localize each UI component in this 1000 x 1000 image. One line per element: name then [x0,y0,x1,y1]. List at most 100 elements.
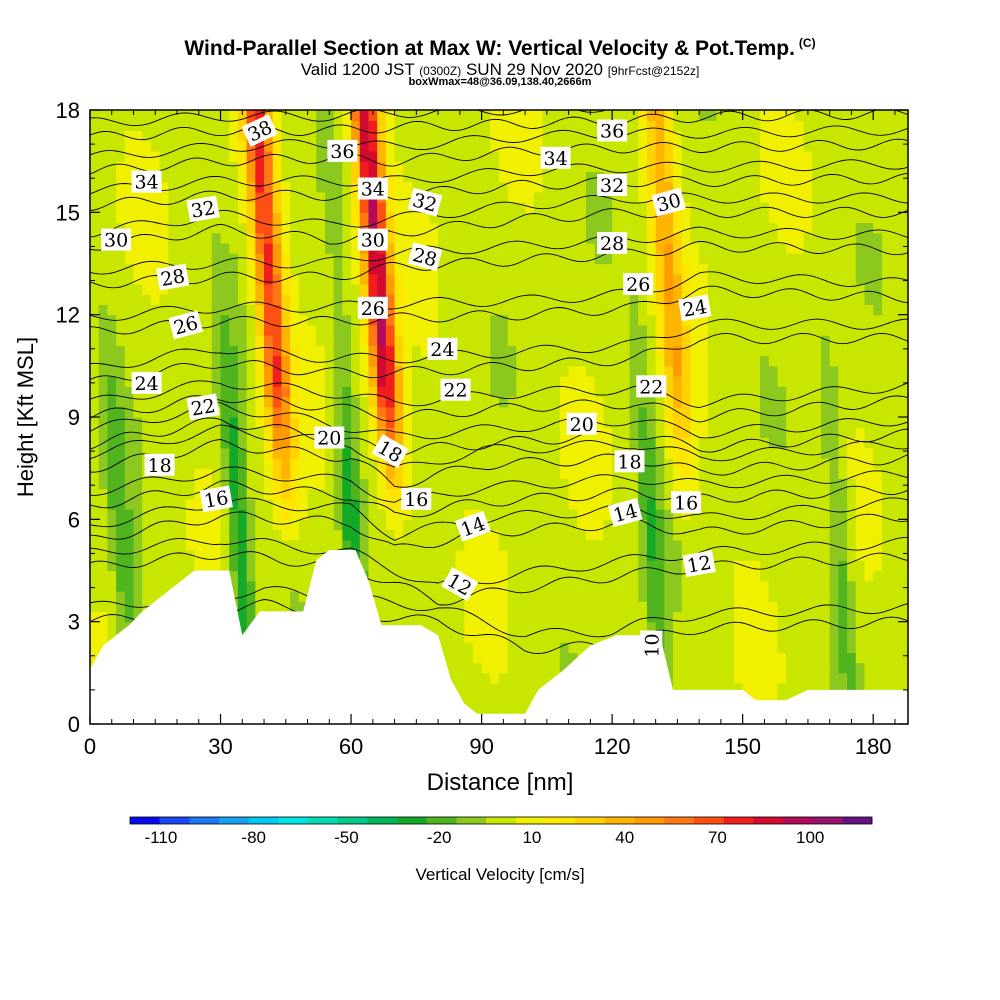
w-cell [655,601,665,613]
w-cell [577,294,587,306]
w-cell [542,130,552,142]
w-cell [768,263,779,275]
w-cell [368,345,378,357]
w-cell [116,417,126,428]
w-cell [725,304,735,316]
w-cell [116,253,126,265]
w-cell [98,590,108,602]
w-cell [742,294,752,306]
w-cell [638,468,648,479]
w-cell [246,570,256,582]
w-cell [220,243,230,254]
w-cell [438,150,448,162]
w-cell [455,509,465,520]
w-cell [803,355,813,367]
w-cell [124,140,135,152]
w-cell [751,365,761,377]
w-cell [760,427,770,439]
w-cell [377,386,387,398]
w-cell [499,355,509,367]
w-cell [725,120,735,132]
w-cell [455,120,465,132]
w-cell [551,498,561,510]
w-cell [803,171,813,183]
w-cell [533,396,544,408]
w-cell [264,417,274,428]
w-cell [733,171,744,183]
w-cell [690,672,700,684]
w-cell [290,263,300,275]
w-cell [586,150,596,162]
w-cell [403,335,413,346]
w-cell [664,529,674,541]
w-cell [185,427,196,439]
w-cell [133,519,143,531]
w-cell [472,652,483,664]
w-cell [246,437,256,449]
w-cell [777,631,787,643]
w-cell [525,652,535,664]
w-cell [620,437,631,449]
w-cell [533,652,544,664]
w-cell [481,150,491,162]
w-cell [638,191,648,203]
w-cell [690,539,700,551]
w-cell [351,191,361,203]
w-cell [533,519,544,531]
w-cell [516,406,526,418]
w-cell [455,365,465,377]
w-cell [603,396,613,408]
w-cell [411,386,422,398]
w-cell [237,110,248,121]
w-cell [516,273,526,285]
w-cell [612,427,622,439]
w-cell [725,150,735,162]
w-cell [794,253,805,265]
w-cell [316,253,326,265]
w-cell [403,406,413,418]
w-cell [733,652,744,664]
w-cell [542,202,552,213]
w-cell [699,662,709,674]
w-cell [220,273,230,285]
w-cell [420,570,430,582]
w-cell [133,202,143,213]
w-cell [768,580,779,592]
w-cell [690,376,700,387]
w-cell [542,611,552,623]
w-cell [472,396,483,408]
w-cell [490,560,500,572]
w-cell [133,130,143,142]
w-cell [760,498,770,510]
w-cell [264,191,274,203]
w-cell [385,406,396,418]
w-cell [481,273,491,285]
w-cell [446,468,457,479]
w-cell [768,273,779,285]
w-cell [760,642,770,653]
w-cell [481,376,491,387]
w-cell [307,498,317,510]
w-cell [707,181,718,193]
w-cell [281,437,291,449]
w-cell [568,171,578,183]
w-cell [481,335,491,346]
w-cell [394,202,404,213]
w-cell [394,519,404,531]
w-cell [255,365,265,377]
w-cell [472,437,483,449]
w-cell [464,171,474,183]
w-cell [116,376,126,387]
w-cell [237,457,248,469]
w-cell [516,703,526,715]
w-cell [255,519,265,531]
w-cell [533,570,544,582]
w-cell [646,560,657,572]
w-cell [559,365,570,377]
w-cell [472,283,483,295]
w-cell [777,386,787,398]
w-cell [603,263,613,275]
w-cell [351,519,361,531]
w-cell [760,181,770,193]
w-cell [760,539,770,551]
